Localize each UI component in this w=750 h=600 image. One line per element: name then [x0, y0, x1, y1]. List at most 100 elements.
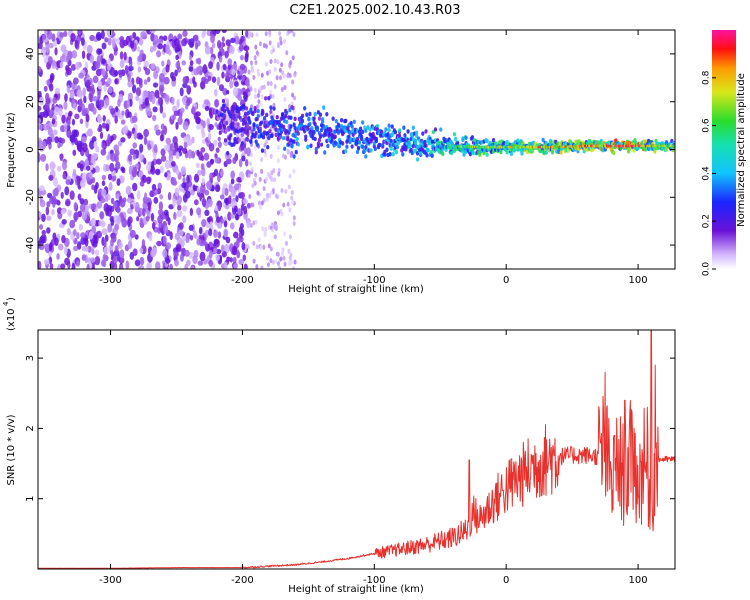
- spectrogram-noise-blob: [58, 107, 63, 117]
- spectrogram-faint-blob: [266, 80, 270, 86]
- spectrogram-signal-blob: [231, 121, 235, 127]
- spectrogram-noise-blob: [89, 140, 95, 150]
- spectrogram-noise-blob: [184, 249, 190, 257]
- spectrogram-noise-blob: [239, 222, 244, 230]
- spectrogram-noise-blob: [112, 255, 119, 264]
- spectrogram-noise-blob: [109, 162, 115, 172]
- spectrogram-noise-blob: [162, 235, 167, 245]
- spectrogram-signal-blob: [261, 135, 266, 140]
- spectrogram-signal-blob: [394, 149, 399, 155]
- spectrogram-faint-blob: [260, 157, 264, 163]
- colorbar-label: Normalized spectral amplitude: [736, 73, 747, 227]
- spectrogram-faint-blob: [290, 190, 294, 196]
- spectrogram-signal-blob: [252, 127, 256, 132]
- spectrogram-signal-blob: [219, 112, 223, 117]
- spectrogram-noise-blob: [144, 68, 151, 76]
- spectrogram-faint-blob: [271, 222, 275, 228]
- spectrogram-noise-blob: [169, 143, 175, 152]
- spectrogram-noise-blob: [100, 148, 107, 156]
- spectrogram-signal-blob: [221, 103, 226, 109]
- spectrogram-signal-blob: [351, 132, 355, 137]
- spectrogram-noise-blob: [58, 222, 64, 229]
- spectrogram-noise-blob: [151, 183, 157, 191]
- spectrogram-signal-blob: [289, 124, 293, 129]
- spectrogram-noise-blob: [107, 208, 112, 217]
- spectrogram-noise-blob: [217, 231, 222, 239]
- spectrogram-signal-blob: [369, 148, 373, 153]
- spectrogram-noise-blob: [139, 256, 145, 266]
- spectrogram-faint-blob: [276, 59, 280, 65]
- spectrogram-noise-blob: [230, 213, 236, 219]
- spectrogram-signal-core: [672, 144, 675, 148]
- spectrogram-faint-blob: [263, 232, 267, 238]
- snr-y-tick-label: 1: [25, 496, 36, 502]
- spectrogram-noise-blob: [81, 172, 88, 182]
- spectrogram-noise-blob: [60, 191, 64, 199]
- spectrogram-noise-blob: [39, 195, 43, 204]
- spectrogram-noise-blob: [127, 207, 132, 214]
- spectrogram-noise-blob: [66, 119, 71, 126]
- spectrogram-noise-blob: [229, 79, 234, 89]
- spectrogram-signal-blob: [300, 113, 305, 119]
- spectrogram-noise-blob: [80, 232, 86, 239]
- spectrogram-signal-blob: [499, 149, 503, 155]
- spectrogram-noise-blob: [73, 201, 78, 210]
- spectrogram-signal-blob: [312, 116, 316, 121]
- spectrogram-noise-blob: [46, 201, 51, 208]
- spectrogram-noise-blob: [163, 209, 169, 216]
- spectrogram-noise-blob: [114, 149, 120, 157]
- spectrogram-noise-blob: [45, 43, 50, 54]
- spectrogram-noise-blob: [223, 220, 228, 228]
- spectrogram-faint-blob: [256, 103, 260, 109]
- spectrogram-noise-blob: [202, 30, 206, 36]
- spectrogram-signal-blob: [429, 149, 433, 155]
- spectrogram-noise-blob: [224, 203, 230, 210]
- spectrogram-noise-blob: [103, 84, 107, 92]
- spectrogram-noise-blob: [110, 238, 114, 247]
- spectrogram-noise-blob: [201, 177, 205, 186]
- spectrogram-signal-blob: [389, 138, 393, 144]
- spectrogram-noise-blob: [174, 142, 179, 151]
- spectrogram-noise-blob: [77, 145, 83, 153]
- spectrogram-noise-blob: [66, 128, 72, 139]
- spectrogram-noise-blob: [59, 153, 64, 162]
- spectrogram-faint-blob: [264, 43, 268, 49]
- spectrogram-signal-blob: [411, 125, 415, 130]
- spectrogram-signal-blob: [314, 146, 318, 152]
- spectrogram-noise-blob: [76, 162, 81, 169]
- spectrogram-signal-blob: [260, 148, 265, 153]
- spectrogram-faint-blob: [248, 193, 252, 199]
- spectrogram-signal-blob: [292, 139, 296, 144]
- spectrogram-signal-blob: [391, 152, 395, 157]
- spectrogram-faint-blob: [257, 237, 261, 243]
- spectrogram-noise-blob: [46, 227, 51, 234]
- snr-y-tick-label: 2: [25, 425, 36, 431]
- spectrogram-noise-blob: [131, 84, 137, 94]
- spectrogram-signal-blob: [375, 123, 380, 129]
- spectrogram-marks: [38, 30, 675, 269]
- spectrogram-x-tick-label: 100: [629, 275, 648, 286]
- spectrogram-noise-blob: [148, 93, 153, 102]
- snr-x-tick-label: -300: [99, 575, 122, 586]
- spectrogram-signal-blob: [221, 98, 226, 104]
- spectrogram-faint-blob: [293, 259, 297, 265]
- spectrogram-noise-blob: [211, 42, 216, 49]
- spectrogram-signal-blob: [304, 137, 308, 142]
- spectrogram-noise-blob: [42, 34, 47, 40]
- spectrogram-noise-blob: [64, 186, 70, 196]
- spectrogram-noise-blob: [118, 256, 125, 264]
- spectrogram-noise-blob: [217, 203, 221, 210]
- spectrogram-signal-blob: [269, 109, 273, 114]
- spectrogram-noise-blob: [155, 129, 161, 136]
- spectrogram-noise-blob: [167, 217, 171, 226]
- spectrogram-noise-blob: [214, 205, 219, 212]
- spectrogram-y-axis-label: Frequency (Hz): [6, 112, 17, 188]
- spectrogram-noise-blob: [54, 87, 61, 95]
- spectrogram-faint-blob: [254, 94, 258, 100]
- spectrogram-noise-blob: [239, 191, 246, 199]
- spectrogram-signal-blob: [308, 111, 312, 117]
- snr-y-tick-label: 3: [25, 355, 36, 361]
- spectrogram-noise-blob: [169, 263, 174, 269]
- spectrogram-faint-blob: [285, 50, 289, 56]
- spectrogram-noise-blob: [132, 31, 137, 39]
